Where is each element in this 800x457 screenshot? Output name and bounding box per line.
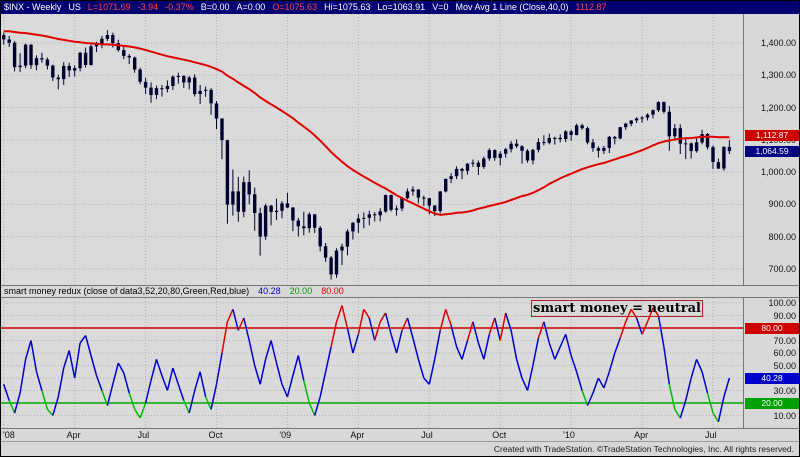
time-axis-label: Oct (208, 430, 223, 440)
title-segment: B=0.00 (200, 2, 230, 12)
oscillator-axis-label: 10.00 (773, 410, 796, 421)
title-segment: -3.94 (137, 2, 159, 12)
ma-value-badge: 1,112.87 (745, 129, 799, 141)
time-axis-label: '08 (3, 430, 15, 440)
title-segment: US (68, 2, 81, 12)
oscillator-chart-canvas[interactable] (1, 298, 743, 428)
time-axis-label: Apr (350, 430, 365, 440)
title-segment: Mov Avg 1 Line (Close,40,0) (455, 2, 569, 12)
oscillator-axis-label: 70.00 (773, 335, 796, 346)
time-axis-label: Oct (492, 430, 507, 440)
last-price-badge: 1,064.59 (745, 146, 799, 158)
indicator-segment: 40.28 (258, 286, 281, 296)
title-segment: 1112.87 (575, 2, 607, 12)
time-axis-label: Jul (421, 430, 433, 440)
title-segment: A=0.00 (236, 2, 266, 12)
price-axis-label: 1,400.00 (760, 38, 796, 49)
price-axis-label: 1,200.00 (760, 102, 796, 113)
indicator-segment: smart money redux (close of data3,52,20,… (4, 286, 250, 296)
oscillator-panel[interactable]: smart money = neutral (1, 298, 743, 428)
time-axis-label: Apr (634, 430, 649, 440)
smart-money-annotation: smart money = neutral (531, 300, 703, 317)
title-segment: $INX - Weekly (4, 2, 62, 12)
price-axis-label: 1,300.00 (760, 70, 796, 81)
price-axis-label: 700.00 (768, 263, 796, 274)
indicator-segment: 20.00 (289, 286, 313, 296)
oscillator-value-badge: 40.28 (745, 372, 799, 384)
price-chart-canvas[interactable] (1, 14, 743, 285)
title-segment: O=1075.63 (272, 2, 318, 12)
title-segment: Hi=1075.63 (324, 2, 371, 12)
chart-title-bar: $INX - Weekly US L=1071.69 -3.94 -0.37% B=0.0… (1, 1, 799, 14)
time-axis[interactable]: '08 Apr Jul Oct '09 Apr Jul Oct '10 Apr Jul (1, 428, 799, 441)
oscillator-axis[interactable]: 80.00 40.28 20.00 100.0090.0080.0070.006… (743, 298, 799, 428)
price-axis-label: 1,000.00 (760, 167, 796, 178)
title-segment: V=0 (432, 2, 449, 12)
oscillator-axis-label: 90.00 (773, 310, 796, 321)
footer-bar: Created with TradeStation. ©TradeStation… (1, 441, 799, 456)
time-axis-label: Apr (66, 430, 81, 440)
price-panel[interactable] (1, 14, 743, 285)
title-segment: -0.37% (165, 2, 194, 12)
price-axis-label: 800.00 (768, 231, 796, 242)
oscillator-axis-label: 100.00 (768, 298, 796, 308)
oscillator-axis-label: 50.00 (773, 360, 796, 371)
price-axis[interactable]: 1,112.87 1,064.59 1,400.00 1,300.00 1,200.… (743, 14, 799, 285)
title-segment: L=1071.69 (87, 2, 131, 12)
indicator-title-bar: smart money redux (close of data3,52,20,… (1, 285, 799, 298)
oscillator-axis-label: 60.00 (773, 348, 796, 358)
copyright-text: Created with TradeStation. ©TradeStation… (493, 444, 794, 454)
time-axis-label: '10 (563, 430, 575, 440)
upper-threshold-badge: 80.00 (745, 323, 799, 334)
time-axis-label: Jul (704, 430, 717, 440)
time-axis-label: Jul (137, 430, 150, 440)
lower-threshold-badge: 20.00 (745, 398, 799, 409)
title-segment: Lo=1063.91 (377, 2, 426, 12)
time-axis-label: '09 (279, 430, 292, 440)
price-axis-label: 900.00 (768, 199, 796, 210)
indicator-segment: 80.00 (321, 286, 344, 296)
oscillator-axis-label: 30.00 (773, 385, 796, 396)
